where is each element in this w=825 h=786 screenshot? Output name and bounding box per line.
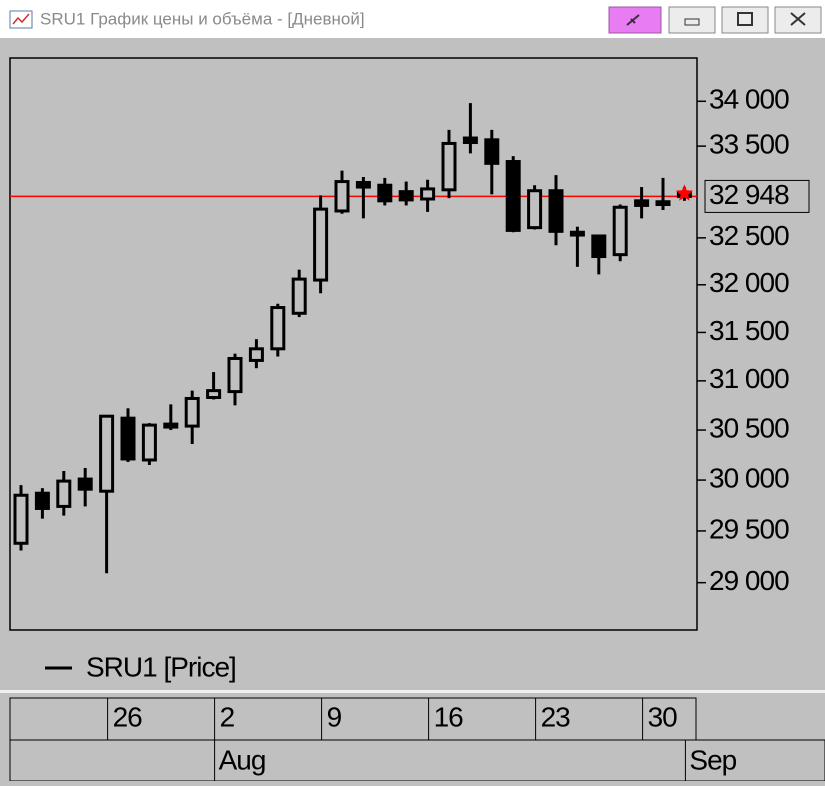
candle-body [99, 414, 115, 493]
candle-body [355, 180, 371, 189]
link-button[interactable] [608, 6, 662, 34]
candle-body [163, 422, 179, 429]
candle-body [420, 187, 436, 201]
y-tick-label: 31 000 [709, 363, 789, 394]
candle-body [377, 183, 393, 203]
y-tick-label: 29 000 [709, 565, 789, 596]
x-tick-label: 30 [648, 701, 678, 732]
y-tick-label: 33 500 [709, 129, 789, 160]
candle-body [248, 347, 264, 362]
candle-body [56, 479, 72, 508]
candle-body [13, 493, 29, 545]
month-label: Sep [689, 744, 736, 775]
y-tick-label: 30 500 [709, 412, 789, 443]
candle-body [527, 189, 543, 230]
candle-body [334, 180, 350, 213]
close-glyph [790, 12, 806, 26]
last-price-star [675, 184, 693, 201]
candle-body [484, 138, 500, 165]
candle-body [206, 389, 222, 399]
window-title: SRU1 График цены и объёма - [Дневной] [40, 9, 365, 28]
candle-body [591, 234, 607, 259]
month-row [9, 739, 825, 782]
last-price-box [704, 179, 810, 213]
candle-body [462, 136, 478, 145]
y-tick-label: 29 500 [709, 513, 789, 544]
candle-body [398, 190, 414, 202]
y-tick-label: 34 000 [709, 84, 789, 115]
y-tick-label: 32 000 [709, 267, 789, 298]
x-tick-label: 16 [434, 701, 464, 732]
x-tick-label: 2 [220, 701, 235, 732]
candle-body [569, 230, 585, 237]
minimize-button[interactable] [668, 6, 716, 34]
candle-body [548, 189, 564, 233]
restore-button[interactable] [721, 6, 769, 34]
legend-label: SRU1 [Price] [86, 651, 236, 682]
restore-glyph [737, 12, 753, 26]
x-tick-label: 9 [327, 701, 342, 732]
candle-body [612, 205, 628, 257]
candle-body [120, 416, 136, 461]
candle-body [270, 306, 286, 351]
candle-body [34, 491, 50, 510]
candle-body [655, 200, 671, 207]
app-icon [9, 10, 33, 29]
x-tick-label: 23 [541, 701, 571, 732]
minimize-glyph [684, 18, 700, 26]
candle-body [291, 277, 307, 315]
candle-body [77, 477, 93, 491]
plot-area [9, 57, 698, 631]
candle-body [141, 423, 157, 462]
candle-body [313, 207, 329, 282]
y-tick-label: 30 000 [709, 462, 789, 493]
y-tick-label: 32 500 [709, 220, 789, 251]
candle-body [634, 199, 650, 207]
link-glyph [626, 14, 640, 26]
y-tick-label: 31 500 [709, 315, 789, 346]
app-icon-glyph [12, 13, 30, 25]
last-price-label: 32 948 [709, 179, 789, 210]
month-label: Aug [219, 744, 266, 775]
separator [0, 690, 825, 693]
candle-body [441, 141, 457, 192]
candle-body [184, 396, 200, 428]
x-tick-label: 26 [113, 701, 143, 732]
candle-body [227, 356, 243, 394]
candle-body [505, 160, 521, 232]
